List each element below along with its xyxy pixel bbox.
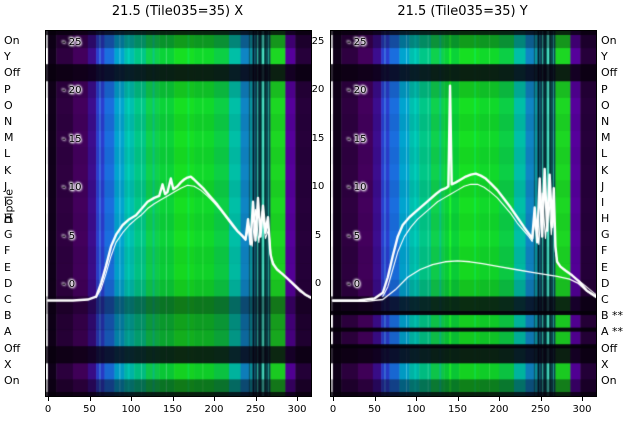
x-tick-label: 150 [162, 404, 183, 415]
dipole-row-label-left: On [4, 373, 20, 387]
dipole-row-label-left: M [4, 131, 14, 145]
dipole-row-label-left: K [4, 163, 12, 177]
inner-ytick-label: - 20 [62, 85, 82, 97]
dipole-row-label-right: Y [601, 50, 608, 64]
x-tick-label: 250 [530, 404, 551, 415]
plot-x-title: 21.5 (Tile035=35) X [111, 4, 244, 19]
dipole-row-label-right: Off [601, 341, 618, 355]
inner-ytick-label: - 25 [62, 37, 82, 48]
dipole-row-label-right: D [601, 276, 610, 290]
dipole-row-label-right: I [601, 195, 605, 209]
dipole-row-label-left: G [4, 228, 13, 242]
x-tickmark [297, 397, 298, 401]
dipole-row-label-right: L [601, 147, 608, 161]
x-tick-label: 100 [406, 404, 426, 415]
shared-ytick-label: 5 [314, 229, 322, 241]
shared-ytick-label: 15 [311, 132, 325, 144]
dipole-row-label-left: O [4, 98, 13, 112]
dipole-row-label-right: C [601, 293, 609, 307]
dipole-row-label-left: Off [4, 66, 21, 80]
x-tickmark [457, 397, 459, 401]
dipole-row-label-right: A ** [601, 325, 624, 339]
inner-ytick-label: - 0 [347, 279, 361, 290]
dipole-row-label-right: H [601, 212, 610, 226]
dipole-row-label-left: N [4, 114, 13, 128]
x-tickmark [499, 397, 500, 401]
dipole-row-label-left: B [4, 309, 12, 323]
dipole-row-label-right: F [601, 244, 608, 258]
dipole-row-label-right: X [601, 357, 609, 371]
x-tick-label: 300 [287, 404, 307, 415]
heatmap-y-canvas [331, 31, 596, 396]
x-tickmark [582, 397, 583, 401]
x-tickmark [172, 397, 174, 401]
inner-ytick-label: - 25 [347, 37, 367, 48]
dipole-row-label-right: On [601, 373, 617, 387]
dipole-row-label-left: Y [4, 50, 11, 64]
dipole-row-label-left: C [4, 293, 12, 307]
x-tickmark [214, 397, 215, 401]
heatmap-x-canvas [46, 31, 311, 396]
shared-ytick-label: 20 [311, 84, 325, 96]
dipole-row-label-right: N [601, 114, 610, 128]
dipole-row-label-right: M [601, 131, 611, 145]
x-tickmark [131, 397, 132, 401]
inner-ytick-label: - 5 [62, 230, 76, 242]
dipole-row-label-right: P [601, 82, 608, 96]
x-tick-label: 150 [447, 404, 468, 415]
dipole-row-label-right: J [601, 179, 605, 193]
plot-y-title: 21.5 (Tile035=35) Y [397, 4, 528, 19]
dipole-row-label-left: D [4, 276, 13, 290]
dipole-row-label-right: O [601, 98, 610, 112]
dipole-row-label-left: Off [4, 341, 21, 355]
x-tickmark [416, 397, 417, 401]
x-tick-label: 0 [329, 404, 337, 415]
x-tick-label: 250 [245, 404, 266, 415]
x-tickmark [540, 397, 542, 401]
dipole-row-label-left: F [4, 244, 11, 258]
inner-ytick-label: - 10 [62, 182, 82, 194]
dipole-row-label-left: L [4, 147, 11, 161]
dipole-row-label-right: On [601, 34, 617, 47]
dipole-row-label-left: X [4, 357, 12, 371]
dipole-row-label-right: G [601, 228, 610, 242]
x-tick-label: 300 [572, 404, 592, 415]
dipole-row-label-right: E [601, 260, 608, 274]
dipole-row-label-left: P [4, 82, 11, 96]
x-tick-label: 0 [44, 404, 52, 415]
shared-ytick-label: 10 [311, 181, 325, 193]
inner-ytick-label: - 15 [347, 133, 367, 145]
inner-ytick-label: - 10 [347, 182, 367, 194]
dipole-row-label-left: H [4, 212, 13, 226]
plot-x-area: - 25 - 20 - 15 - 10 - 5 - 0 [45, 30, 312, 397]
dipole-row-label-left: A [4, 325, 12, 339]
x-tickmark [333, 397, 334, 401]
x-tick-label: 200 [204, 404, 224, 415]
shared-ytick-label: 25 [311, 36, 325, 47]
x-tick-label: 100 [121, 404, 141, 415]
x-tick-label: 200 [489, 404, 509, 415]
x-tickmark [374, 397, 376, 401]
inner-ytick-label: - 0 [62, 279, 76, 290]
x-tickmark [255, 397, 257, 401]
dipole-row-label-right: B ** [601, 309, 624, 323]
plot-y-area: - 25 - 20 - 15 - 10 - 5 - 0 [330, 30, 597, 397]
inner-ytick-label: - 5 [347, 230, 361, 242]
inner-ytick-label: - 15 [62, 133, 82, 145]
dipole-row-label-right: K [601, 163, 609, 177]
dipole-row-label-left: I [4, 195, 8, 209]
dipole-row-label-right: Off [601, 66, 618, 80]
dipole-row-label-left: On [4, 34, 20, 47]
inner-ytick-label: - 20 [347, 85, 367, 97]
x-tickmark [48, 397, 49, 401]
dipole-row-label-left: J [4, 179, 8, 193]
x-tick-label: 50 [83, 404, 96, 415]
dipole-row-label-left: E [4, 260, 11, 274]
x-tickmark [89, 397, 91, 401]
shared-ytick-label: 0 [314, 278, 322, 289]
x-tick-label: 50 [368, 404, 381, 415]
